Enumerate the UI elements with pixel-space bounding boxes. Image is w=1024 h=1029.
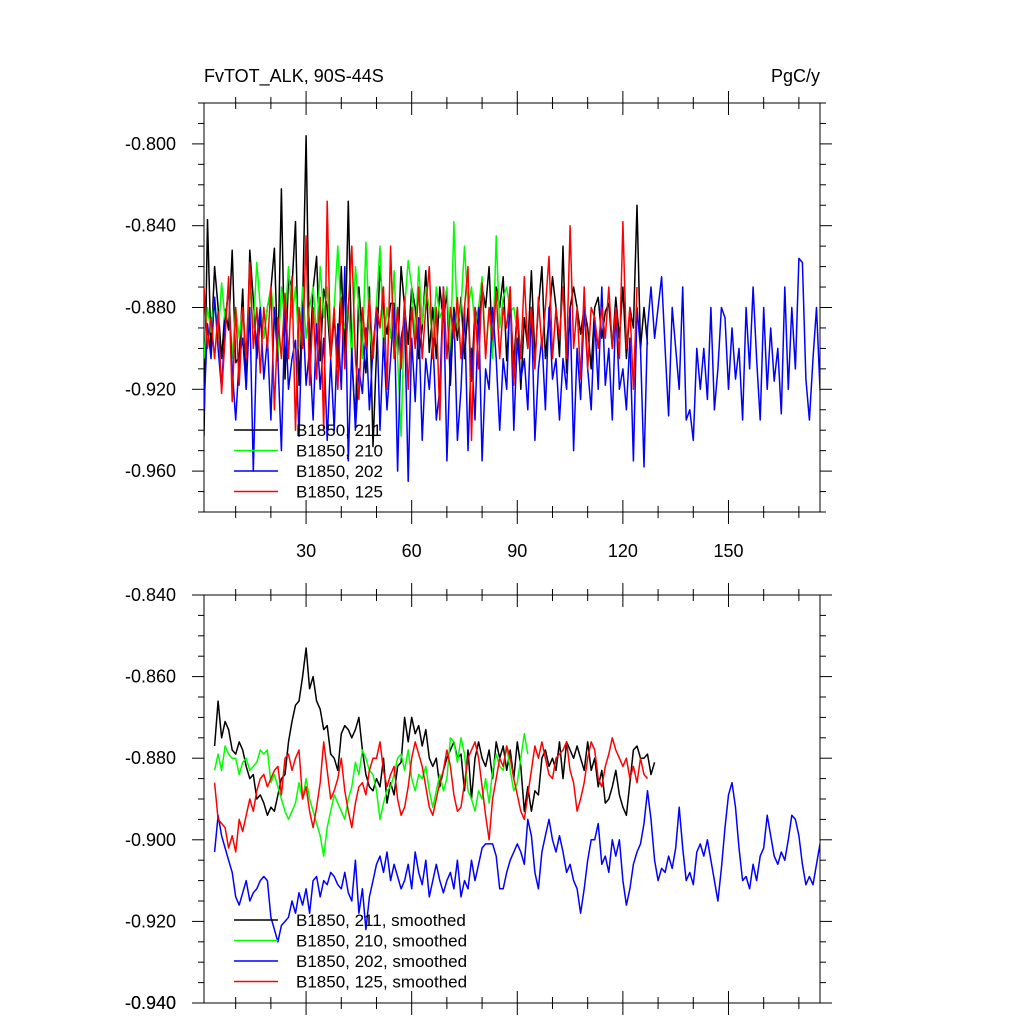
bottom-panel: -0.840-0.860-0.880-0.900-0.920-0.940-0.9… bbox=[125, 583, 832, 1015]
y-tick-label: -0.860 bbox=[125, 667, 176, 687]
y-tick-label: -0.840 bbox=[125, 585, 176, 605]
x-tick-label: 90 bbox=[507, 541, 527, 561]
legend-label: B1850, 125 bbox=[296, 483, 383, 502]
legend-label: B1850, 210, smoothed bbox=[296, 932, 467, 951]
y-tick-label: -0.840 bbox=[125, 216, 176, 236]
y-tick-label: -0.880 bbox=[125, 748, 176, 768]
chart-title: FvTOT_ALK, 90S-44S bbox=[204, 66, 384, 87]
y-tick-label: -0.880 bbox=[125, 298, 176, 318]
legend-label: B1850, 211, smoothed bbox=[296, 911, 466, 930]
y-tick-label: -0.940 bbox=[125, 993, 176, 1013]
legend-label: B1850, 202 bbox=[296, 462, 383, 481]
series-line-4 bbox=[213, 737, 649, 853]
y-tick-label: -0.800 bbox=[125, 134, 176, 154]
x-tick-label: 150 bbox=[713, 541, 743, 561]
y-tick-label: -0.920 bbox=[125, 379, 176, 399]
y-tick-label: -0.900 bbox=[125, 830, 176, 850]
x-tick-label: 60 bbox=[402, 541, 422, 561]
series-line-1 bbox=[213, 647, 656, 817]
series-line-4 bbox=[204, 200, 638, 442]
units-label: PgC/y bbox=[771, 66, 820, 86]
series-line-2 bbox=[204, 220, 519, 438]
legend-label: B1850, 202, smoothed bbox=[296, 952, 467, 971]
legend-label: B1850, 211 bbox=[296, 421, 382, 440]
x-tick-label: 30 bbox=[296, 541, 316, 561]
y-tick-label: -0.920 bbox=[125, 911, 176, 931]
y-tick-label: -0.960 bbox=[125, 461, 176, 481]
legend-label: B1850, 125, smoothed bbox=[296, 973, 467, 992]
top-panel: FvTOT_ALK, 90S-44S PgC/y -0.800 -0.840 -0.88… bbox=[125, 66, 832, 561]
legend-label: B1850, 210 bbox=[296, 442, 383, 461]
series-line-3 bbox=[213, 781, 820, 943]
y-tick-label: -0.940 bbox=[125, 993, 176, 1013]
x-tick-label: 120 bbox=[608, 541, 638, 561]
series-line-2 bbox=[213, 732, 529, 857]
